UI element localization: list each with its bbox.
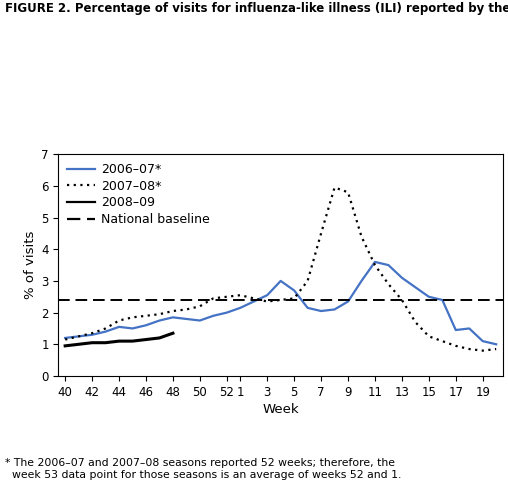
2007–08* (89, 330, 95, 336)
Line: 2007–08*: 2007–08* (65, 187, 496, 350)
2006–07* (291, 288, 297, 294)
2006–07* (264, 292, 270, 298)
2007–08* (426, 334, 432, 339)
2006–07* (453, 327, 459, 333)
2007–08* (237, 292, 243, 298)
2006–07* (480, 338, 486, 344)
2006–07* (399, 275, 405, 281)
2006–07* (197, 318, 203, 323)
2007–08* (277, 297, 283, 303)
2006–07* (210, 313, 216, 319)
2006–07* (372, 259, 378, 265)
2007–08* (143, 313, 149, 319)
2007–08* (103, 325, 109, 331)
2006–07* (305, 305, 311, 311)
2006–07* (318, 308, 324, 314)
2008–09 (170, 330, 176, 336)
2007–08* (197, 303, 203, 309)
2006–07* (493, 341, 499, 347)
2007–08* (305, 278, 311, 284)
2007–08* (332, 185, 338, 190)
2006–07* (76, 334, 82, 339)
2007–08* (439, 338, 446, 344)
2006–07* (426, 294, 432, 300)
2007–08* (62, 336, 68, 342)
2007–08* (480, 348, 486, 353)
2006–07* (62, 335, 68, 341)
2007–08* (345, 189, 351, 195)
2006–07* (89, 332, 95, 338)
2006–07* (412, 284, 419, 290)
2008–09 (116, 338, 122, 344)
2007–08* (466, 346, 472, 352)
2008–09 (89, 340, 95, 346)
2006–07* (116, 324, 122, 330)
2008–09 (143, 336, 149, 342)
2006–07* (386, 262, 392, 268)
2007–08* (399, 297, 405, 303)
2007–08* (224, 294, 230, 300)
2007–08* (130, 314, 136, 320)
2008–09 (130, 338, 136, 344)
2006–07* (170, 314, 176, 320)
Text: FIGURE 2. Percentage of visits for influenza-like illness (ILI) reported by the : FIGURE 2. Percentage of visits for influ… (5, 2, 508, 15)
2007–08* (76, 334, 82, 339)
2007–08* (170, 308, 176, 314)
National baseline (76, 297, 82, 303)
X-axis label: Week: Week (262, 403, 299, 416)
2008–09 (76, 341, 82, 347)
2007–08* (116, 318, 122, 323)
2006–07* (183, 316, 189, 322)
2006–07* (277, 278, 283, 284)
2007–08* (453, 343, 459, 349)
2007–08* (264, 299, 270, 305)
2008–09 (62, 343, 68, 349)
2008–09 (156, 335, 163, 341)
Y-axis label: % of visits: % of visits (24, 231, 37, 299)
2006–07* (332, 307, 338, 312)
2007–08* (291, 295, 297, 301)
2006–07* (130, 325, 136, 331)
Line: 2006–07*: 2006–07* (65, 262, 496, 344)
2007–08* (493, 346, 499, 352)
National baseline (62, 297, 68, 303)
2006–07* (439, 297, 446, 303)
2006–07* (143, 322, 149, 328)
2007–08* (412, 319, 419, 325)
2006–07* (466, 325, 472, 331)
2006–07* (359, 278, 365, 284)
Legend: 2006–07*, 2007–08*, 2008–09, National baseline: 2006–07*, 2007–08*, 2008–09, National ba… (65, 161, 212, 229)
2007–08* (318, 230, 324, 236)
2007–08* (359, 234, 365, 240)
2007–08* (386, 281, 392, 287)
2008–09 (103, 340, 109, 346)
2007–08* (372, 262, 378, 268)
2006–07* (103, 329, 109, 335)
2007–08* (250, 295, 257, 301)
2006–07* (250, 299, 257, 305)
2006–07* (237, 305, 243, 311)
2006–07* (156, 318, 163, 323)
2007–08* (210, 295, 216, 301)
Text: * The 2006–07 and 2007–08 seasons reported 52 weeks; therefore, the
  week 53 da: * The 2006–07 and 2007–08 seasons report… (5, 458, 401, 480)
2006–07* (345, 299, 351, 305)
Line: 2008–09: 2008–09 (65, 333, 173, 346)
2007–08* (156, 311, 163, 317)
2007–08* (183, 307, 189, 312)
2006–07* (224, 310, 230, 316)
